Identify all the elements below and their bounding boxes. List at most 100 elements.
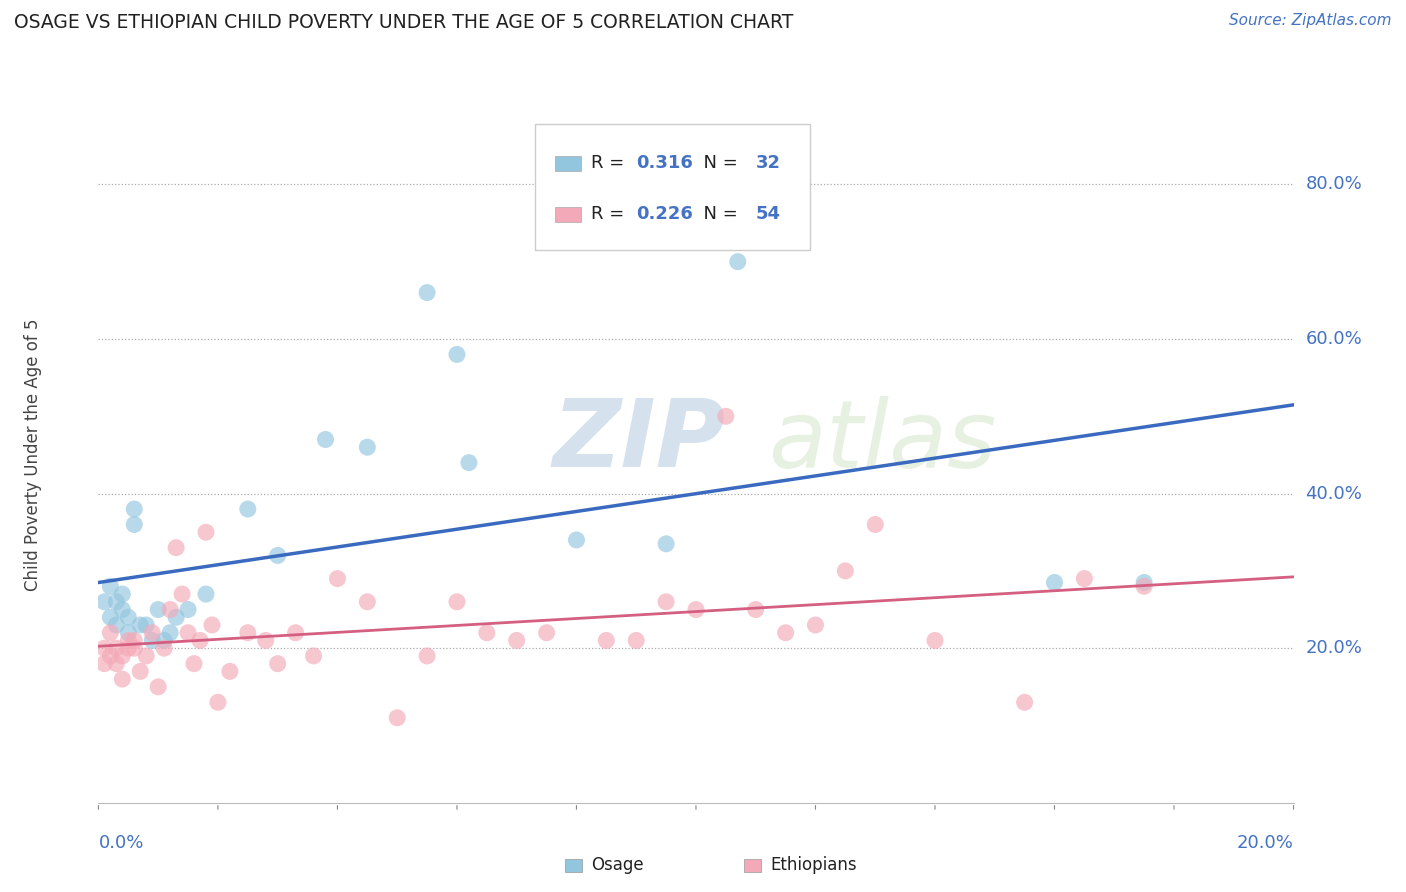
Point: [111, 648, 134, 663]
Point: [148, 680, 170, 694]
Point: [93, 595, 115, 609]
Text: R =: R =: [591, 205, 630, 223]
FancyBboxPatch shape: [555, 207, 581, 222]
Point: [117, 610, 139, 624]
Text: N =: N =: [692, 154, 744, 172]
Point: [148, 602, 170, 616]
Point: [165, 541, 187, 555]
Point: [111, 587, 134, 601]
Point: [177, 602, 200, 616]
Text: 60.0%: 60.0%: [1305, 330, 1362, 348]
Point: [153, 641, 176, 656]
Point: [745, 602, 768, 616]
Point: [775, 625, 797, 640]
Text: Osage: Osage: [592, 856, 644, 874]
Point: [165, 610, 187, 624]
Point: [124, 517, 146, 532]
Point: [416, 285, 439, 300]
Point: [655, 537, 678, 551]
Point: [714, 409, 737, 424]
Point: [201, 618, 224, 632]
Point: [194, 525, 218, 540]
Text: 0.316: 0.316: [636, 154, 693, 172]
Point: [834, 564, 856, 578]
Point: [536, 625, 558, 640]
Point: [172, 587, 194, 601]
Point: [236, 625, 259, 640]
Point: [356, 440, 378, 454]
Point: [117, 641, 139, 656]
Point: [194, 587, 218, 601]
Point: [124, 502, 146, 516]
Point: [727, 254, 749, 268]
Point: [326, 572, 349, 586]
Point: [98, 610, 122, 624]
FancyBboxPatch shape: [565, 859, 582, 871]
Point: [98, 625, 122, 640]
Point: [159, 602, 181, 616]
Point: [117, 633, 139, 648]
Text: 20.0%: 20.0%: [1305, 640, 1362, 657]
Point: [458, 456, 481, 470]
Point: [565, 533, 588, 547]
Point: [124, 633, 146, 648]
Point: [111, 672, 134, 686]
Point: [111, 602, 134, 616]
Point: [177, 625, 200, 640]
Point: [284, 625, 307, 640]
Point: [446, 595, 468, 609]
Point: [105, 657, 128, 671]
Point: [924, 633, 946, 648]
Point: [219, 665, 242, 679]
Point: [1073, 572, 1095, 586]
Text: OSAGE VS ETHIOPIAN CHILD POVERTY UNDER THE AGE OF 5 CORRELATION CHART: OSAGE VS ETHIOPIAN CHILD POVERTY UNDER T…: [14, 13, 793, 32]
Point: [129, 665, 152, 679]
Point: [141, 625, 163, 640]
Point: [141, 633, 163, 648]
Text: 0.226: 0.226: [636, 205, 693, 223]
Point: [207, 695, 229, 709]
Point: [93, 657, 115, 671]
FancyBboxPatch shape: [555, 156, 581, 171]
Point: [685, 602, 707, 616]
Text: atlas: atlas: [768, 395, 995, 486]
Point: [506, 633, 529, 648]
Point: [254, 633, 277, 648]
Point: [105, 641, 128, 656]
Point: [315, 433, 337, 447]
Text: ZIP: ZIP: [553, 395, 725, 487]
Point: [159, 625, 181, 640]
Point: [135, 618, 157, 632]
Point: [236, 502, 259, 516]
Text: Ethiopians: Ethiopians: [770, 856, 858, 874]
Text: 54: 54: [756, 205, 780, 223]
Point: [98, 579, 122, 593]
Point: [1133, 579, 1156, 593]
Point: [183, 657, 205, 671]
Point: [446, 347, 468, 361]
Text: 40.0%: 40.0%: [1305, 484, 1362, 502]
Point: [624, 633, 647, 648]
Text: 0.0%: 0.0%: [98, 834, 143, 852]
Text: Child Poverty Under the Age of 5: Child Poverty Under the Age of 5: [24, 318, 42, 591]
Point: [1014, 695, 1036, 709]
Text: 80.0%: 80.0%: [1305, 176, 1362, 194]
Point: [188, 633, 211, 648]
Point: [302, 648, 325, 663]
Point: [267, 549, 290, 563]
Text: R =: R =: [591, 154, 630, 172]
Point: [475, 625, 498, 640]
Point: [655, 595, 678, 609]
Point: [105, 618, 128, 632]
Point: [865, 517, 887, 532]
Point: [416, 648, 439, 663]
Point: [356, 595, 378, 609]
Point: [385, 711, 409, 725]
Point: [93, 641, 115, 656]
Point: [804, 618, 827, 632]
FancyBboxPatch shape: [534, 124, 810, 250]
Point: [267, 657, 290, 671]
FancyBboxPatch shape: [744, 859, 761, 871]
Text: 20.0%: 20.0%: [1237, 834, 1294, 852]
Point: [105, 595, 128, 609]
